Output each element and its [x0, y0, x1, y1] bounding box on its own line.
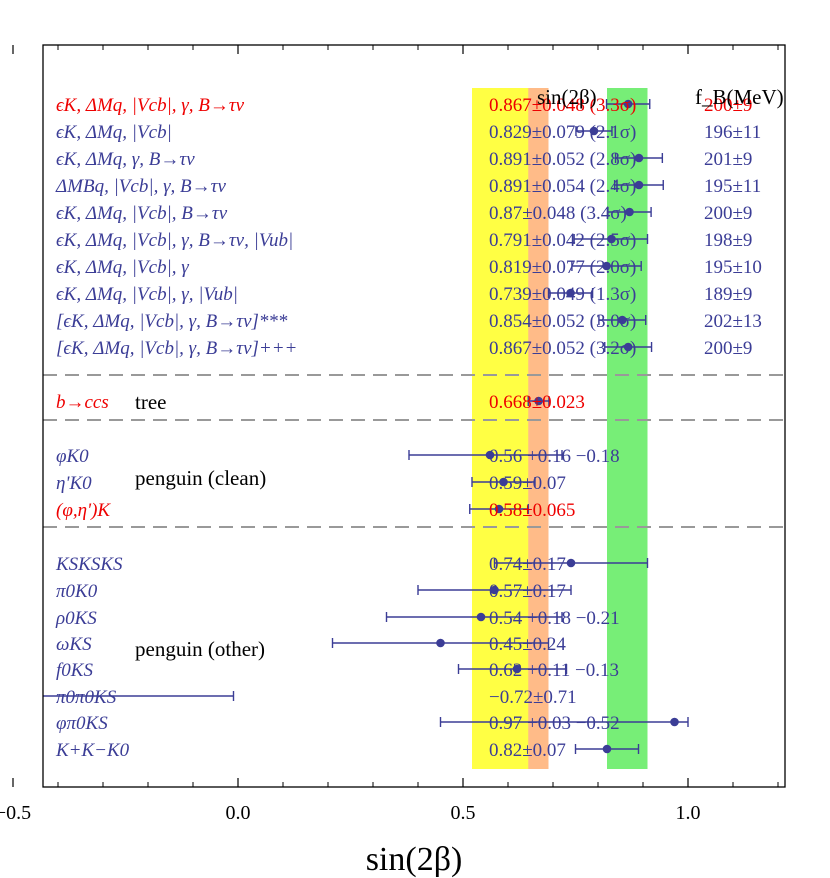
x-axis-label: sin(2β): [366, 841, 463, 878]
row-value-3-4: 0.62 +0.11 −0.13: [489, 660, 619, 681]
plot-frame: [42, 44, 786, 788]
point-3-0: [566, 558, 576, 568]
point-3-6: [670, 717, 679, 727]
row-value-3-0: 0.74±0.17: [489, 554, 566, 575]
point-0-8: [618, 315, 627, 325]
row-label-1-0: b→ccs: [56, 392, 109, 413]
row-fb-0-3: 195±11: [704, 176, 761, 197]
point-0-5: [607, 234, 616, 244]
x-axis-ticks: −0.50.00.51.01.52.0: [0, 45, 779, 824]
row-label-3-3: ωKS: [56, 634, 92, 655]
row-value-3-3: 0.45±0.24: [489, 634, 566, 655]
row-label-0-4: ϵK, ΔMq, |Vcb|, B→τν: [56, 203, 228, 224]
row-label-3-1: π0K0: [56, 581, 98, 602]
point-3-1: [490, 585, 499, 595]
group-tag-3: penguin (other): [135, 637, 265, 661]
row-label-3-0: KSKSKS: [55, 554, 123, 575]
row-fb-0-5: 198±9: [704, 230, 752, 251]
point-0-4: [625, 207, 634, 217]
row-fb-0-0: 200±9: [704, 95, 752, 116]
row-label-2-2: (φ,η')K: [56, 500, 111, 521]
row-value-0-0: 0.867±0.048 (3.3σ): [489, 95, 636, 116]
group-tag-2: penguin (clean): [135, 466, 266, 490]
column-header-sin2beta: sin(2β): [537, 85, 597, 109]
point-0-0: [623, 99, 633, 109]
column-header-fb: f_B(MeV): [695, 85, 784, 109]
row-value-2-1: 0.59±0.07: [489, 473, 566, 494]
row-value-2-2: 0.58±0.065: [489, 500, 575, 521]
xtick-label-0: −0.5: [0, 802, 31, 824]
row-value-0-5: 0.791±0.042 (2.5σ): [489, 230, 636, 251]
row-fb-0-4: 200±9: [704, 203, 752, 224]
row-value-0-7: 0.739±0.049 (1.3σ): [489, 284, 636, 305]
point-1-0: [534, 396, 543, 406]
row-value-0-1: 0.829±0.079 (2.1σ): [489, 122, 636, 143]
row-value-0-8: 0.854±0.052 (3.0σ): [489, 311, 636, 332]
row-label-2-1: η'K0: [56, 473, 92, 494]
row-label-0-7: ϵK, ΔMq, |Vcb|, γ, |Vub|: [56, 284, 238, 305]
row-label-0-9: [ϵK, ΔMq, |Vcb|, γ, B→τν]+++: [56, 338, 297, 359]
point-2-1: [499, 477, 508, 487]
point-2-0: [485, 450, 495, 460]
point-2-2: [494, 504, 504, 514]
xtick-label-2: 0.5: [451, 802, 476, 824]
row-values: 0.867±0.048 (3.3σ) 200±9 0.829±0.079 (2.1σ…: [489, 95, 762, 761]
row-label-3-4: f0KS: [56, 660, 93, 681]
row-fb-0-7: 189±9: [704, 284, 752, 305]
group-dividers: [43, 374, 785, 528]
row-value-0-9: 0.867±0.052 (3.2σ): [489, 338, 636, 359]
point-0-7: [566, 288, 575, 298]
row-value-1-0: 0.668±0.023: [489, 392, 585, 413]
row-fb-0-6: 195±10: [704, 257, 762, 278]
row-fb-0-8: 202±13: [704, 311, 762, 332]
row-value-0-3: 0.891±0.054 (2.4σ): [489, 176, 636, 197]
band-salmon: [528, 88, 549, 769]
row-value-3-1: 0.57±0.17: [489, 581, 566, 602]
row-label-0-8: [ϵK, ΔMq, |Vcb|, γ, B→τν]***: [56, 311, 288, 332]
row-fb-0-2: 201±9: [704, 149, 752, 170]
xtick-label-3: 1.0: [676, 802, 701, 824]
row-labels: ϵK, ΔMq, |Vcb|, γ, B→τν ϵK, ΔMq, |Vcb| ϵK,…: [55, 95, 297, 761]
row-label-0-1: ϵK, ΔMq, |Vcb|: [56, 122, 172, 143]
point-0-2: [634, 153, 644, 163]
xtick-label-1: 0.0: [226, 802, 251, 824]
group-tag-1: tree: [135, 390, 166, 414]
row-value-0-4: 0.87±0.048 (3.4σ): [489, 203, 627, 224]
row-label-3-2: ρ0KS: [55, 608, 97, 629]
row-fb-0-9: 200±9: [704, 338, 752, 359]
point-3-4: [512, 664, 522, 674]
row-label-3-5: π0π0KS: [56, 687, 117, 708]
row-label-3-7: K+K−K0: [55, 740, 130, 761]
row-value-3-5: −0.72±0.71: [489, 687, 577, 708]
point-0-1: [589, 126, 599, 136]
row-value-0-2: 0.891±0.052 (2.8σ): [489, 149, 636, 170]
row-label-0-5: ϵK, ΔMq, |Vcb|, γ, B→τν, |Vub|: [56, 230, 293, 251]
row-value-3-2: 0.54 +0.18 −0.21: [489, 608, 620, 629]
row-label-0-6: ϵK, ΔMq, |Vcb|, γ: [56, 257, 189, 278]
row-value-2-0: 0.56 +0.16 −0.18: [489, 446, 620, 467]
row-label-0-3: ΔMBq, |Vcb|, γ, B→τν: [55, 176, 226, 197]
row-value-0-6: 0.819±0.077 (2.0σ): [489, 257, 636, 278]
row-value-3-6: 0.97 +0.03 −0.52: [489, 713, 620, 734]
point-3-3: [436, 638, 445, 648]
row-value-3-7: 0.82±0.07: [489, 740, 566, 761]
group-tags: tree penguin (clean) penguin (other): [135, 390, 266, 661]
row-label-0-2: ϵK, ΔMq, γ, B→τν: [56, 149, 195, 170]
row-label-2-0: φK0: [56, 446, 89, 467]
point-0-9: [623, 342, 633, 352]
point-0-3: [634, 180, 644, 190]
row-label-0-0: ϵK, ΔMq, |Vcb|, γ, B→τν: [56, 95, 245, 116]
row-label-3-6: φπ0KS: [56, 713, 108, 734]
point-0-6: [602, 261, 611, 271]
point-3-2: [476, 612, 486, 622]
row-fb-0-1: 196±11: [704, 122, 761, 143]
error-bars: [43, 99, 689, 754]
band-green: [607, 88, 648, 769]
constraint-bands: [472, 88, 648, 769]
point-3-7: [602, 744, 612, 754]
